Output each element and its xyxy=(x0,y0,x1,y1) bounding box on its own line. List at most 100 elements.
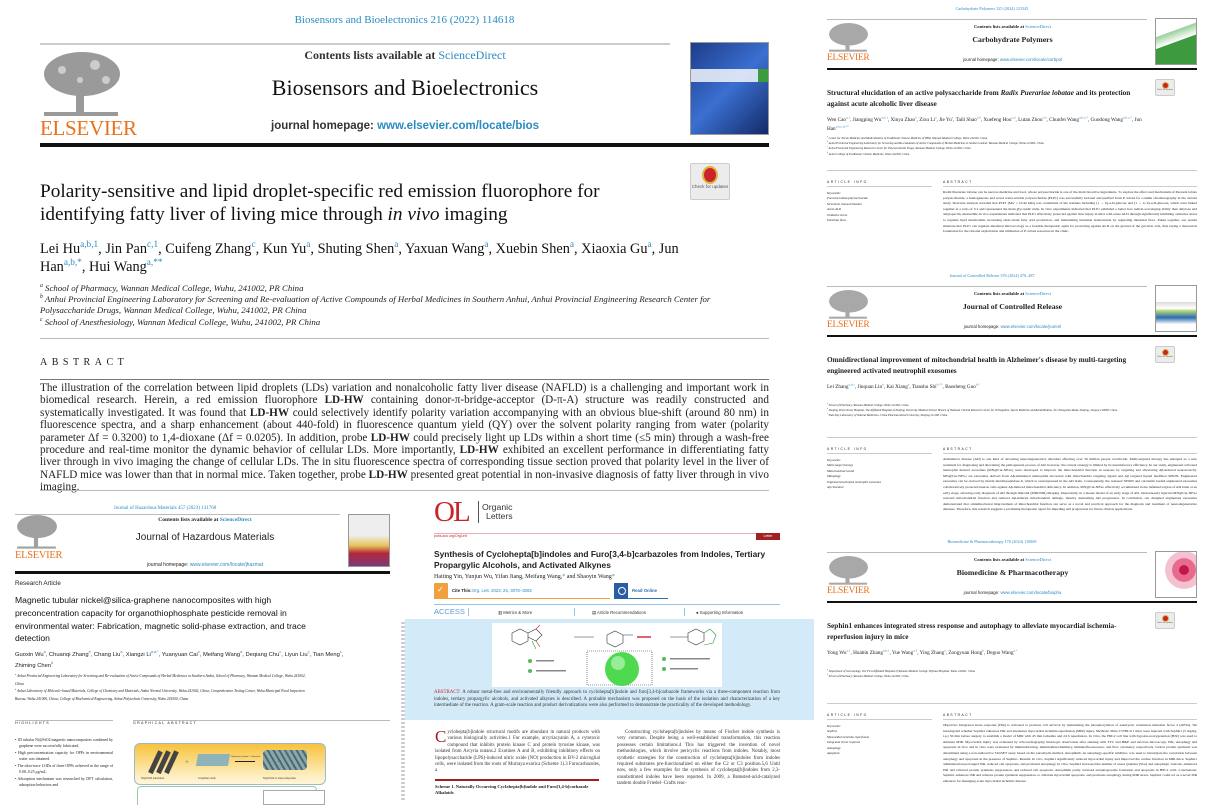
author[interactable]: Yong Wua,1 xyxy=(827,648,851,656)
journal-url[interactable]: pubs.acs.org/OrgLett xyxy=(434,534,467,538)
metrics-link[interactable]: ▥ Metrics & More xyxy=(498,610,533,615)
author[interactable]: Ying Zhanga xyxy=(919,648,946,656)
sciencedirect-link[interactable]: ScienceDirect xyxy=(438,48,506,62)
author[interactable]: Chunfei Wanga,b,c,* xyxy=(1049,115,1088,123)
homepage-link[interactable]: www.elsevier.com/locate/jconrel xyxy=(1000,324,1062,329)
check-for-updates-badge[interactable]: Check for updates xyxy=(1155,346,1175,363)
cite-this-button[interactable]: Cite This: Org. Lett. 2023, 25, 3078−308… xyxy=(434,583,610,599)
author[interactable]: Jun Hana,b,c,d,** xyxy=(827,117,1142,132)
abstract-text: Alzheimer's disease (AD) is one kind of … xyxy=(943,457,1197,512)
author-affiliation-marker: a,b xyxy=(1042,115,1047,120)
author[interactable]: Yuanyuan Caic xyxy=(161,650,200,658)
authors-text-end: and Shaoyin Wang xyxy=(565,574,612,580)
contents-label: Contents lists available at xyxy=(304,48,439,62)
sciencedirect-link[interactable]: ScienceDirect xyxy=(1025,24,1052,29)
author[interactable]: Kai Xianga xyxy=(886,382,910,390)
journal-homepage: journal homepage: www.elsevier.com/locat… xyxy=(880,324,1145,329)
supporting-info-link[interactable]: ● Supporting Information xyxy=(696,610,744,615)
homepage-link[interactable]: www.elsevier.com/locate/bios xyxy=(377,120,539,132)
author[interactable]: Zixu Lia xyxy=(919,115,937,123)
affiliation-marker: a xyxy=(827,136,828,139)
author[interactable]: Cuifeng Zhangc xyxy=(165,240,256,257)
author[interactable]: Xiangzi Lia,d,* xyxy=(125,650,159,658)
journal-citation[interactable]: Biomedicine & Pharmacotherapy 176 (2024)… xyxy=(947,539,1037,544)
article-info-heading: ARTICLE INFO xyxy=(827,713,868,717)
author[interactable]: Yaxuan Wanga xyxy=(405,240,489,257)
journal-cover-image xyxy=(1155,18,1197,65)
author[interactable]: Jun Hana,b,* xyxy=(40,241,679,275)
check-updates-label: Check for updates xyxy=(1156,89,1174,91)
author[interactable]: Chuanqi Zhangb xyxy=(48,650,91,658)
author-affiliation-marker: a xyxy=(647,240,652,251)
author[interactable]: Xinya Zhaoa xyxy=(890,115,917,123)
author[interactable]: Guodong Wanga,b,c,* xyxy=(1090,115,1132,123)
journal-citation[interactable]: Biosensors and Bioelectronics 216 (2022)… xyxy=(294,14,515,26)
sciencedirect-link[interactable]: ScienceDirect xyxy=(219,517,252,523)
author[interactable]: Xuebin Shena xyxy=(495,240,575,257)
author[interactable]: Wen Caoa,1 xyxy=(827,115,851,123)
check-for-updates-badge[interactable]: Check for updates xyxy=(1155,612,1175,629)
author-affiliation-marker: a xyxy=(120,650,123,655)
author[interactable]: Shuting Shena xyxy=(317,240,399,257)
author[interactable]: Lei Zhanga,b,c xyxy=(827,382,855,390)
check-updates-label: Check for updates xyxy=(691,184,729,189)
author[interactable]: Deqiang Chuc xyxy=(245,650,282,658)
author[interactable]: Taili Shaoa,b xyxy=(955,115,981,123)
author[interactable]: Tianshu Shib,** xyxy=(911,382,943,390)
author[interactable]: Hui Wanga,** xyxy=(89,258,163,275)
sciencedirect-link[interactable]: ScienceDirect xyxy=(1025,291,1052,296)
journal-name: Journal of Hazardous Materials xyxy=(135,532,275,543)
author[interactable]: Jin Panc,1 xyxy=(105,240,159,257)
author[interactable]: Lei Hua,b,1 xyxy=(40,240,99,257)
affiliation-list: a Department of Gerontology, The First A… xyxy=(827,669,1182,679)
sciencedirect-link[interactable]: ScienceDirect xyxy=(1025,557,1052,562)
check-updates-label: Check for updates xyxy=(1156,356,1174,358)
check-for-updates-badge[interactable]: Check for updates xyxy=(1155,79,1175,96)
affiliation: b School of Pharmacy, Wannan Medical Col… xyxy=(827,674,909,679)
author[interactable]: Deguo Wanga,* xyxy=(986,648,1018,656)
author-affiliation-marker: a,b,* xyxy=(63,258,82,269)
author[interactable]: Liyun Liuc xyxy=(284,650,310,658)
highlights-list: 1D tubular Ni@SiO2 magnetic nanocomposit… xyxy=(15,738,113,790)
author[interactable]: Lutan Zhoua,b xyxy=(1018,115,1047,123)
recommendations-link[interactable]: ▤ Article Recommendations xyxy=(592,610,646,615)
author[interactable]: Chang Liua xyxy=(93,650,123,658)
author[interactable]: Kun Yua xyxy=(262,240,311,257)
author[interactable]: Huabin Zhanga,b,1 xyxy=(853,648,890,656)
author[interactable]: Jie Yua xyxy=(939,115,954,123)
author[interactable]: Baosheng Guob,* xyxy=(945,382,980,390)
check-for-updates-badge[interactable]: Check for updates xyxy=(690,163,730,200)
author[interactable]: Zongyuan Hongb xyxy=(948,648,984,656)
paper-journal-controlled-release: Journal of Controlled Release 376 (2024)… xyxy=(810,267,1214,533)
title-italic: in vivo xyxy=(387,204,440,225)
author[interactable]: Meifang Wanga xyxy=(202,650,243,658)
journal-citation[interactable]: Journal of Hazardous Materials 457 (2023… xyxy=(113,506,217,511)
homepage-link[interactable]: www.elsevier.com/locate/carbpol xyxy=(999,57,1062,62)
homepage-link[interactable]: www.elsevier.com/locate/jhazmat xyxy=(189,562,264,568)
author[interactable]: Tian Mengc xyxy=(312,650,342,658)
journal-citation[interactable]: Journal of Controlled Release 376 (2024)… xyxy=(949,273,1035,278)
author-affiliation-marker: a,b,c xyxy=(848,382,855,387)
read-online-label: Read Online xyxy=(632,588,658,593)
cite-reference[interactable]: Org. Lett. 2023, 25, 3078−3082 xyxy=(472,588,532,593)
journal-citation[interactable]: Carbohydrate Polymers 325 (2024) 121545 xyxy=(955,6,1029,11)
highlight-item: High preconcentration capacity for OPPs … xyxy=(15,751,113,762)
author[interactable]: Xiaoxia Gua xyxy=(581,240,652,257)
homepage-link[interactable]: www.elsevier.com/locate/biopha xyxy=(1000,590,1062,595)
author[interactable]: Guoxin Wua xyxy=(15,650,46,658)
author[interactable]: Zhiming Chend xyxy=(15,661,54,669)
keyword: Pueraria lobata polysaccharide xyxy=(827,196,868,201)
author-affiliation-marker: a,1 xyxy=(846,648,851,653)
author[interactable]: Jinquan Linb xyxy=(857,382,884,390)
affiliation: a School of Pharmacy, Wannan Medical Col… xyxy=(827,403,909,407)
author-affiliation-marker: b xyxy=(882,382,884,387)
author-affiliation-marker: a,1 xyxy=(913,648,918,653)
read-online-button[interactable]: Read Online xyxy=(614,583,668,599)
affiliation-marker: c xyxy=(40,316,43,323)
affiliation: a School of Pharmacy, Wannan Medical Col… xyxy=(40,283,304,293)
author[interactable]: Xuefeng Houa,b xyxy=(983,115,1016,123)
author[interactable]: Jiangping Wua,b,1 xyxy=(852,115,888,123)
compound-name: LD-HW xyxy=(370,431,410,444)
publisher-wordmark: ELSEVIER xyxy=(827,585,870,596)
author[interactable]: Yue Wanga,1 xyxy=(891,648,918,656)
